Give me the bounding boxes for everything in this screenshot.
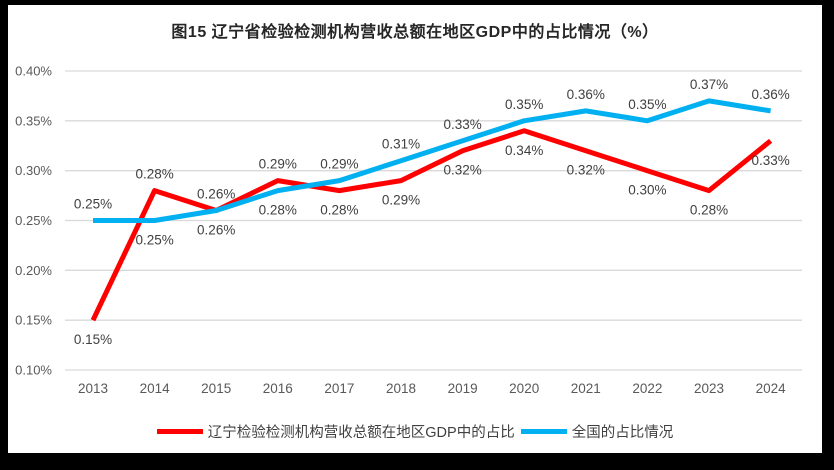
- legend-item-national: 全国的占比情况: [520, 421, 674, 442]
- blue-line-legend-marker: [520, 429, 567, 434]
- data-label-series0: 0.29%: [382, 193, 420, 208]
- chart-title: 图15 辽宁省检验检测机构营收总额在地区GDP中的占比情况（%）: [171, 24, 659, 41]
- series-line-0: [90, 128, 773, 322]
- data-label-series0: 0.34%: [505, 143, 543, 158]
- x-tick-label: 2018: [386, 381, 416, 396]
- data-label-series0: 0.26%: [197, 187, 235, 202]
- data-label-series0: 0.28%: [135, 167, 173, 182]
- legend-label-liaoning: 辽宁检验检测机构营收总额在地区GDP中的占比: [207, 425, 515, 441]
- data-label-series0: 0.28%: [320, 203, 358, 218]
- data-label-series1: 0.29%: [320, 157, 358, 172]
- legend-label-national: 全国的占比情况: [571, 425, 674, 441]
- x-tick-label: 2024: [756, 381, 787, 396]
- data-label-series1: 0.31%: [382, 137, 420, 152]
- y-tick-label: 0.35%: [15, 113, 52, 128]
- data-label-series1: 0.33%: [443, 117, 481, 132]
- x-tick-label: 2019: [448, 381, 478, 396]
- data-label-series0: 0.33%: [751, 153, 789, 168]
- data-label-series1: 0.25%: [74, 197, 112, 212]
- data-label-series1: 0.36%: [751, 87, 789, 102]
- y-tick-label: 0.30%: [15, 163, 52, 178]
- x-tick-label: 2014: [140, 381, 171, 396]
- x-tick-label: 2022: [632, 381, 662, 396]
- legend-item-liaoning: 辽宁检验检测机构营收总额在地区GDP中的占比: [156, 421, 515, 442]
- line-chart-plot-area: 0.40% 0.35% 0.30% 0.25% 0.20% 0.15% 0.10% 2013 2…: [15, 64, 802, 396]
- data-label-series0: 0.29%: [259, 157, 297, 172]
- x-tick-label: 2016: [263, 381, 293, 396]
- chart-card: 图15 辽宁省检验检测机构营收总额在地区GDP中的占比情况（%） 0.40% 0.…: [8, 5, 822, 453]
- series-line-1: [93, 98, 772, 223]
- data-label-series0: 0.32%: [443, 163, 481, 178]
- data-label-series0: 0.28%: [690, 203, 728, 218]
- data-label-series1: 0.37%: [690, 77, 728, 92]
- x-tick-label: 2023: [694, 381, 724, 396]
- x-tick-label: 2015: [201, 381, 231, 396]
- data-label-series1: 0.35%: [505, 97, 543, 112]
- x-tick-label: 2013: [78, 381, 108, 396]
- y-tick-label: 0.15%: [15, 313, 52, 328]
- x-tick-label: 2021: [571, 381, 601, 396]
- y-tick-label: 0.20%: [15, 263, 52, 278]
- x-tick-label: 2017: [324, 381, 354, 396]
- data-label-series0: 0.32%: [567, 163, 605, 178]
- data-label-series1: 0.25%: [135, 233, 173, 248]
- data-label-series1: 0.36%: [567, 87, 605, 102]
- chart-legend: 辽宁检验检测机构营收总额在地区GDP中的占比 全国的占比情况: [8, 421, 822, 442]
- y-tick-label: 0.40%: [15, 64, 52, 79]
- y-tick-label: 0.25%: [15, 213, 52, 228]
- data-label-series1: 0.35%: [628, 97, 666, 112]
- data-label-series0: 0.15%: [74, 332, 112, 347]
- data-label-series0: 0.30%: [628, 183, 666, 198]
- y-tick-label: 0.10%: [15, 363, 52, 378]
- red-line-legend-marker: [156, 429, 203, 434]
- x-tick-label: 2020: [509, 381, 539, 396]
- data-label-series1: 0.26%: [197, 223, 235, 238]
- data-label-series1: 0.28%: [259, 203, 297, 218]
